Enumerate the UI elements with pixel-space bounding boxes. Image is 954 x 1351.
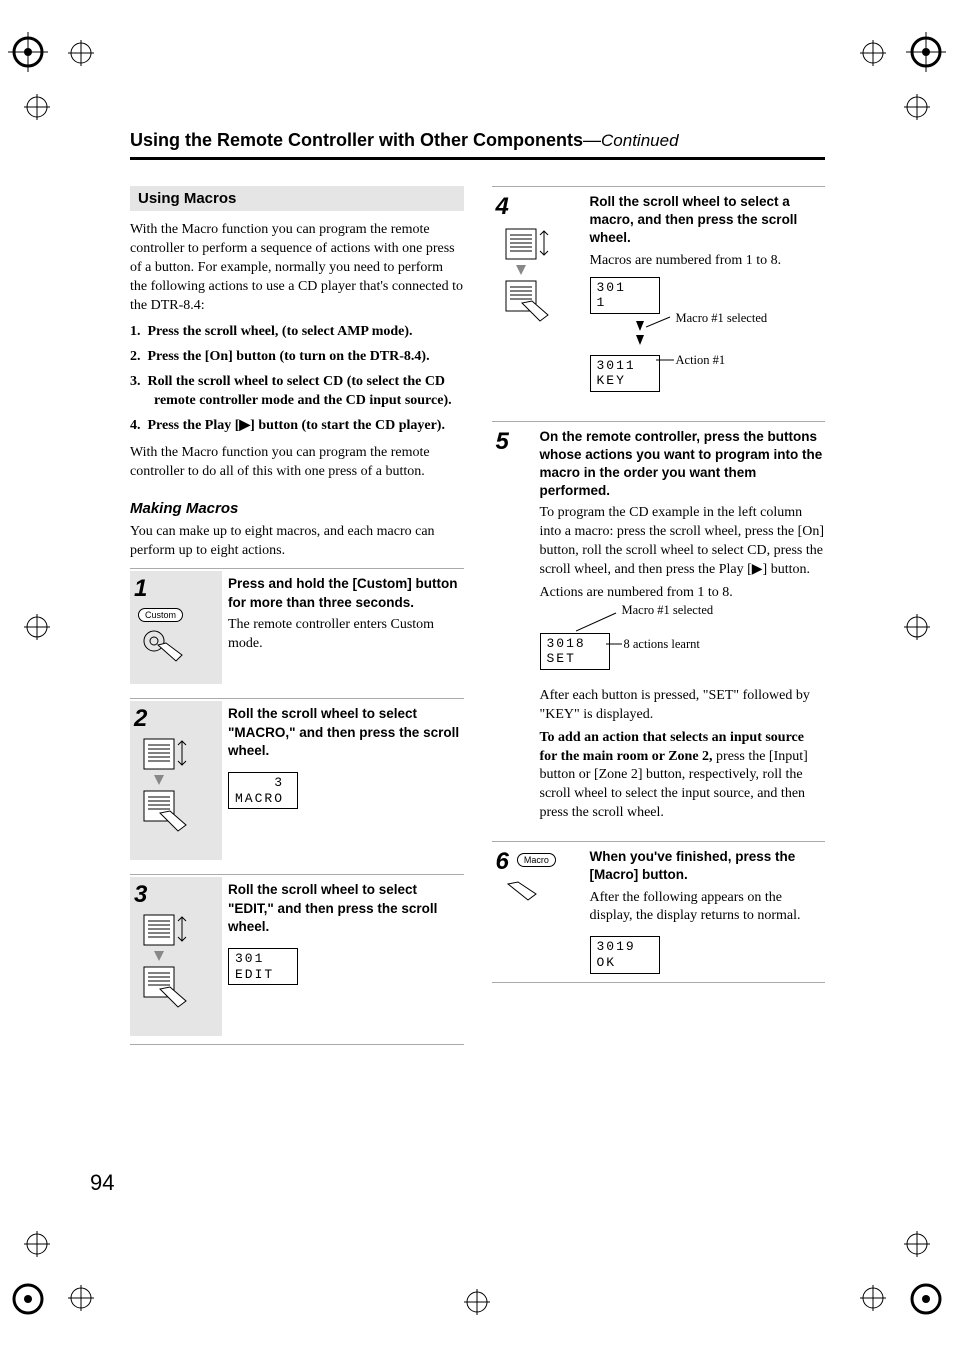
step-2: 2 — [130, 698, 464, 860]
leader-line-icon — [656, 359, 674, 361]
step-text: After the following appears on the displ… — [590, 889, 826, 927]
title-dash: — — [583, 130, 601, 151]
reg-mark-rb — [904, 1231, 930, 1257]
step-text: After each button is pressed, "SET" foll… — [540, 687, 826, 725]
section-header: Using Macros — [130, 186, 464, 211]
step-icon-col: 2 — [130, 701, 222, 860]
list-item: 1. Press the scroll wheel, (to select AM… — [130, 323, 464, 342]
scroll-wheel-icon — [138, 911, 198, 1021]
step-text: To add an action that selects an input s… — [540, 729, 826, 823]
custom-button-label: Custom — [138, 608, 183, 622]
crop-mark-tr — [904, 30, 948, 74]
leader-line-icon — [646, 313, 676, 329]
page-number: 94 — [90, 1170, 114, 1196]
reg-mark-rm — [904, 94, 930, 120]
list-item: 3. Roll the scroll wheel to select CD (t… — [130, 373, 464, 411]
left-column: Using Macros With the Macro function you… — [130, 186, 464, 1059]
step-head: Press and hold the [Custom] button for m… — [228, 575, 464, 611]
step-text: Macros are numbered from 1 to 8. — [590, 252, 826, 271]
step-number: 4 — [496, 195, 509, 219]
finger-press-icon — [138, 625, 188, 669]
reg-mark-bb2 — [860, 1285, 886, 1311]
step-head: Roll the scroll wheel to select "MACRO,"… — [228, 705, 464, 760]
page-title: Using the Remote Controller with Other C… — [130, 130, 825, 160]
step-4: 4 — [492, 186, 826, 407]
scroll-wheel-icon — [500, 225, 560, 335]
step-head: Roll the scroll wheel to select a macro,… — [590, 193, 826, 248]
subheading-text: You can make up to eight macros, and eac… — [130, 523, 464, 561]
step-3: 3 — [130, 874, 464, 1045]
numbered-list: 1. Press the scroll wheel, (to select AM… — [130, 323, 464, 435]
making-macros-heading: Making Macros — [130, 500, 464, 517]
title-continued: Continued — [601, 131, 679, 151]
step-1: 1 Custom Press and hold the [Custom] but… — [130, 568, 464, 684]
reg-mark-t2 — [860, 40, 886, 66]
page: Using the Remote Controller with Other C… — [0, 0, 954, 1351]
annotation-label: 8 actions learnt — [624, 637, 700, 652]
reg-mark-lc — [24, 614, 50, 640]
lcd-display: 301 1 — [590, 277, 660, 314]
title-main: Using the Remote Controller with Other C… — [130, 130, 583, 151]
lcd-display: 3018 SET — [540, 633, 610, 670]
step-number: 3 — [134, 883, 218, 907]
list-item: 4. Press the Play [▶] button (to start t… — [130, 417, 464, 436]
reg-mark-lb — [24, 1231, 50, 1257]
step-number: 6 — [496, 850, 509, 874]
annotation-label: Action #1 — [676, 353, 726, 368]
crop-mark-bl — [6, 1277, 50, 1321]
reg-mark-lm — [24, 94, 50, 120]
macro-button-label: Macro — [517, 853, 556, 867]
annotation-label: Macro #1 selected — [622, 603, 714, 618]
step-head: When you've finished, press the [Macro] … — [590, 848, 826, 884]
list-item: 2. Press the [On] button (to turn on the… — [130, 348, 464, 367]
intro-text: With the Macro function you can program … — [130, 221, 464, 315]
step-head: Roll the scroll wheel to select "EDIT," … — [228, 881, 464, 936]
annotation-label: Macro #1 selected — [676, 311, 768, 326]
step-number: 1 — [134, 577, 218, 601]
step-number: 5 — [496, 430, 509, 454]
leader-line-icon — [576, 609, 618, 633]
right-column: 4 — [492, 186, 826, 1059]
reg-mark-bb1 — [68, 1285, 94, 1311]
intro-text-2: With the Macro function you can program … — [130, 444, 464, 482]
step-icon-col: 4 — [492, 189, 584, 407]
reg-mark-t — [68, 40, 94, 66]
step-icon-col: 3 — [130, 877, 222, 1036]
finger-press-icon — [500, 880, 550, 916]
lcd-display: 3011 KEY — [590, 355, 660, 392]
leader-line-icon — [606, 643, 622, 645]
step-text: To program the CD example in the left co… — [540, 504, 826, 580]
step-5: 5 On the remote controller, press the bu… — [492, 421, 826, 828]
step-number: 2 — [134, 707, 218, 731]
lcd-display: 3 MACRO — [228, 772, 298, 809]
step-icon-col: 6 Macro — [492, 844, 584, 973]
crop-mark-tl — [6, 30, 50, 74]
lcd-display: 3019 OK — [590, 936, 660, 973]
content-area: Using the Remote Controller with Other C… — [130, 130, 825, 1059]
reg-mark-rc — [904, 614, 930, 640]
step-icon-col: 5 — [492, 424, 540, 828]
step-text: Actions are numbered from 1 to 8. — [540, 584, 826, 603]
step-head: On the remote controller, press the butt… — [540, 428, 826, 501]
reg-mark-bc — [464, 1289, 490, 1315]
lcd-display: 301 EDIT — [228, 948, 298, 985]
step-6: 6 Macro When you've finished, press the … — [492, 841, 826, 982]
step-text: The remote controller enters Custom mode… — [228, 616, 464, 654]
scroll-wheel-icon — [138, 735, 198, 845]
step-icon-col: 1 Custom — [130, 571, 222, 684]
crop-mark-br — [904, 1277, 948, 1321]
